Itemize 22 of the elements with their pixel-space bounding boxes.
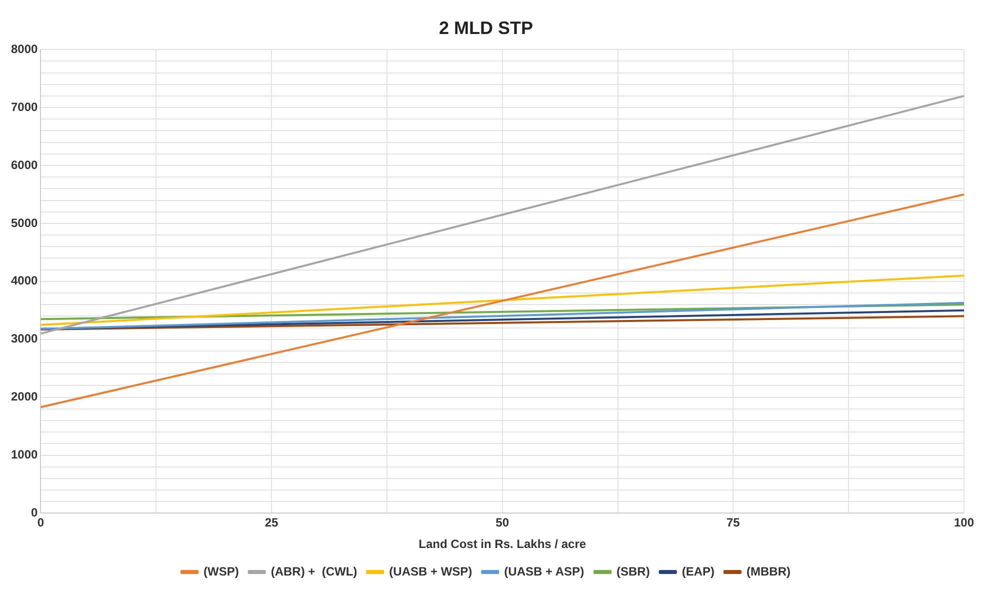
legend-label: (UASB + WSP) <box>389 564 472 578</box>
y-tick-label: 0 <box>31 506 38 520</box>
legend-label: (EAP) <box>682 564 715 578</box>
y-tick-label: 4000 <box>10 274 38 288</box>
chart-title: 2 MLD STP <box>438 18 534 38</box>
x-axis-title: Land Cost in Rs. Lakhs / acre <box>418 537 586 552</box>
legend-label: (ABR) + (CWL) <box>270 564 358 578</box>
y-tick-label: 5000 <box>10 216 38 230</box>
x-tick-label: 75 <box>726 516 740 530</box>
legend-label: (UASB + ASP) <box>504 564 584 578</box>
x-tick-label: 50 <box>496 516 510 530</box>
legend-label: (MBBR) <box>746 564 790 578</box>
y-tick-label: 2000 <box>10 390 38 404</box>
y-tick-label: 1000 <box>10 448 38 462</box>
y-tick-label: 3000 <box>10 332 38 346</box>
x-tick-label: 100 <box>954 516 974 530</box>
y-tick-label: 6000 <box>10 158 38 172</box>
legend-label: (WSP) <box>204 564 239 578</box>
x-tick-label: 25 <box>264 516 279 530</box>
y-tick-label: 8000 <box>10 42 38 56</box>
y-tick-label: 7000 <box>10 100 38 114</box>
legend-label: (SBR) <box>616 564 650 578</box>
